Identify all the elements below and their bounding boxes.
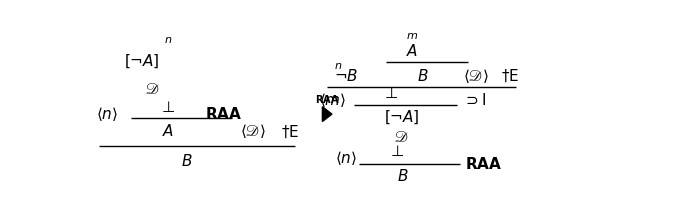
Text: $\langle n\rangle$: $\langle n\rangle$: [335, 149, 357, 167]
Text: $\neg B$: $\neg B$: [334, 68, 358, 83]
Text: $A$: $A$: [406, 43, 419, 59]
Text: $\langle n\rangle$: $\langle n\rangle$: [96, 105, 118, 123]
Text: $\langle\mathscr{D}\rangle$: $\langle\mathscr{D}\rangle$: [240, 122, 266, 140]
Text: $\langle m\rangle$: $\langle m\rangle$: [319, 91, 346, 109]
Text: $n$: $n$: [164, 35, 172, 45]
Text: $[\neg A]$: $[\neg A]$: [384, 109, 419, 126]
Text: $B$: $B$: [397, 168, 409, 184]
Text: $B$: $B$: [417, 68, 429, 83]
Text: $[\neg A]$: $[\neg A]$: [124, 53, 159, 70]
Text: $B$: $B$: [181, 153, 192, 169]
Polygon shape: [323, 107, 332, 121]
Text: $\mathscr{D}$: $\mathscr{D}$: [395, 130, 409, 145]
Text: $\supset\mathrm{I}$: $\supset\mathrm{I}$: [462, 92, 486, 108]
Text: $\mathbf{RAA}$: $\mathbf{RAA}$: [205, 106, 242, 122]
Text: $\mathscr{D}$: $\mathscr{D}$: [145, 82, 159, 97]
Text: $\bot$: $\bot$: [160, 100, 177, 115]
Text: $\mathbf{RAA}$: $\mathbf{RAA}$: [315, 92, 340, 105]
Text: $\dagger\mathrm{E}$: $\dagger\mathrm{E}$: [501, 67, 519, 84]
Text: $\dagger\mathrm{E}$: $\dagger\mathrm{E}$: [281, 123, 299, 140]
Text: $\langle\mathscr{D}\rangle$: $\langle\mathscr{D}\rangle$: [463, 67, 489, 85]
Text: $n$: $n$: [334, 61, 342, 71]
Text: $A$: $A$: [162, 123, 174, 139]
Text: $m$: $m$: [406, 31, 418, 41]
Text: $\bot$: $\bot$: [382, 86, 399, 101]
Text: $\bot$: $\bot$: [388, 144, 405, 159]
Text: $\mathbf{RAA}$: $\mathbf{RAA}$: [465, 156, 503, 172]
